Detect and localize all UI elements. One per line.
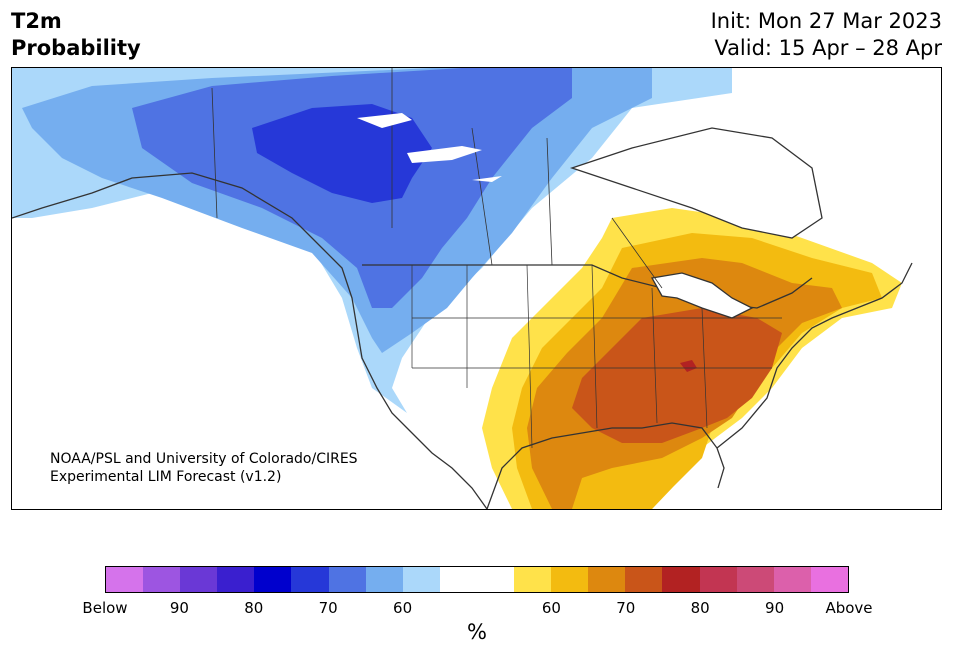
colorbar-cell	[514, 567, 552, 592]
colorbar-cell	[476, 567, 515, 592]
probability-map: NOAA/PSL and University of Colorado/CIRE…	[11, 67, 942, 510]
below-90-area	[252, 104, 432, 203]
coastline-gulf	[486, 422, 725, 509]
colorbar-cell	[662, 567, 700, 592]
colorbar-tick-label: 90	[169, 599, 189, 617]
colorbar-tick-label: 70	[318, 599, 338, 617]
colorbar-cell	[625, 567, 663, 592]
forecast-dates: Init: Mon 27 Mar 2023 Valid: 15 Apr – 28…	[711, 8, 942, 62]
above-90-area	[572, 308, 782, 443]
colorbar-cell	[291, 567, 329, 592]
colorbar-tick-label: 60	[541, 599, 561, 617]
credit-line-2: Experimental LIM Forecast (v1.2)	[50, 469, 282, 485]
title-line-1: T2m	[11, 9, 62, 33]
colorbar-cell	[217, 567, 255, 592]
map-title: T2m Probability	[11, 8, 141, 62]
map-credit: NOAA/PSL and University of Colorado/CIRE…	[50, 450, 358, 486]
northern-lakes	[357, 113, 502, 182]
colorbar-tick-label: 60	[393, 599, 413, 617]
colorbar-cell	[736, 567, 774, 592]
colorbar-tick-label: 80	[690, 599, 710, 617]
colorbar-cell	[402, 567, 440, 592]
above-peak-area	[680, 360, 697, 372]
colorbar-cell	[699, 567, 737, 592]
colorbar-unit: %	[467, 620, 487, 644]
colorbar-cell	[365, 567, 403, 592]
map-canvas	[12, 68, 941, 509]
title-line-2: Probability	[11, 36, 141, 60]
colorbar-cell	[328, 567, 366, 592]
colorbar-tick-label: 90	[765, 599, 785, 617]
map-outlines	[12, 68, 913, 509]
probability-shading	[12, 68, 941, 509]
us-states	[411, 264, 782, 449]
colorbar-tick-label: 70	[616, 599, 636, 617]
colorbar-cell	[106, 567, 144, 592]
colorbar-cell	[143, 567, 181, 592]
colorbar-cell	[439, 567, 477, 592]
credit-line-1: NOAA/PSL and University of Colorado/CIRE…	[50, 451, 358, 467]
init-date: Init: Mon 27 Mar 2023	[710, 9, 942, 33]
colorbar-tick-label: Above	[825, 599, 873, 617]
colorbar-cell	[551, 567, 589, 592]
coastline-east	[716, 262, 913, 449]
canada-provinces	[211, 68, 663, 289]
coastline-west	[12, 172, 488, 509]
colorbar-tick-label: 80	[244, 599, 264, 617]
colorbar-tick-label: Below	[82, 599, 128, 617]
colorbar-cell	[588, 567, 626, 592]
hudson-bay	[569, 127, 823, 239]
colorbar	[105, 566, 849, 593]
colorbar-cell	[180, 567, 218, 592]
colorbar-cell	[773, 567, 811, 592]
valid-date: Valid: 15 Apr – 28 Apr	[714, 36, 942, 60]
colorbar-cell	[254, 567, 292, 592]
colorbar-cell	[810, 567, 848, 592]
great-lakes	[650, 272, 754, 319]
